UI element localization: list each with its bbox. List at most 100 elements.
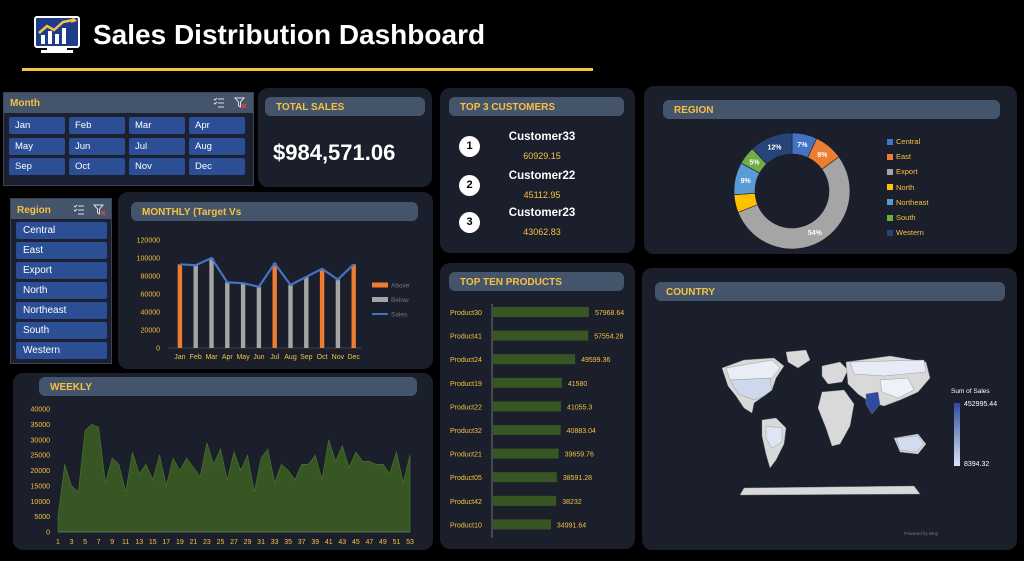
customer-rank-badge: 2	[459, 175, 480, 196]
monthly-bar-below	[193, 265, 198, 348]
region-legend-item: Export	[887, 164, 929, 179]
region-option-western[interactable]: Western	[16, 342, 107, 359]
top-products-title: TOP TEN PRODUCTS	[449, 272, 624, 291]
weekly-xtick-label: 43	[338, 539, 346, 546]
monthly-ytick-label: 120000	[137, 238, 160, 245]
total-sales-value: $984,571.06	[273, 140, 396, 165]
weekly-chart-title: WEEKLY	[39, 377, 417, 396]
customer-rank-badge: 3	[459, 212, 480, 233]
month-option-dec[interactable]: Dec	[189, 158, 245, 175]
multi-select-icon[interactable]	[213, 96, 225, 108]
weekly-ytick-label: 30000	[31, 437, 51, 444]
monthly-legend-swatch	[372, 282, 388, 288]
weekly-xtick-label: 53	[406, 539, 414, 546]
weekly-xtick-label: 23	[203, 539, 211, 546]
weekly-ytick-label: 15000	[31, 483, 51, 490]
product-bar	[493, 519, 551, 530]
product-value-label: 39659.76	[565, 452, 594, 459]
region-option-northeast[interactable]: Northeast	[16, 302, 107, 319]
product-label: Product42	[450, 499, 482, 506]
europe-region	[821, 361, 849, 385]
monthly-bar-below	[288, 285, 293, 348]
month-option-jan[interactable]: Jan	[9, 117, 65, 134]
weekly-ytick-label: 10000	[31, 499, 51, 506]
product-label: Product30	[450, 310, 482, 317]
region-legend-label: South	[896, 213, 916, 223]
month-option-sep[interactable]: Sep	[9, 158, 65, 175]
monthly-xtick-label: Aug	[284, 354, 297, 361]
monthly-ytick-label: 60000	[141, 292, 161, 299]
region-slice-label: 54%	[808, 230, 823, 237]
russia-region	[849, 359, 927, 377]
product-label: Product24	[450, 357, 482, 364]
product-value-label: 41580	[568, 381, 588, 388]
weekly-xtick-label: 31	[257, 539, 265, 546]
clear-filter-icon[interactable]	[92, 203, 106, 216]
region-legend-item: South	[887, 210, 929, 225]
monthly-legend-swatch	[372, 297, 388, 302]
region-option-central[interactable]: Central	[16, 222, 107, 239]
month-option-aug[interactable]: Aug	[189, 137, 245, 155]
month-option-mar[interactable]: Mar	[129, 117, 185, 134]
region-slice-label: 8%	[817, 152, 828, 159]
region-chart-title: REGION	[663, 100, 1000, 119]
region-card: REGION 7% 8% 54% 9% 5% 12% Central East Export N…	[644, 86, 1017, 254]
region-legend: Central East Export North Northeast South West…	[887, 134, 929, 240]
australia-region	[895, 435, 925, 453]
monthly-card: MONTHLY (Target Vs 0 20000 40000 60000 80000…	[118, 192, 433, 369]
weekly-card: WEEKLY 0 5000 10000 15000 20000 25000 30000 350…	[13, 373, 433, 550]
monthly-chart-title: MONTHLY (Target Vs	[131, 202, 418, 221]
multi-select-icon[interactable]	[73, 203, 85, 215]
customer-amount: 60929.15	[523, 151, 561, 161]
customer-rank-badge: 1	[459, 136, 480, 157]
month-option-jun[interactable]: Jun	[69, 137, 125, 155]
monthly-xtick-label: Nov	[332, 354, 345, 361]
month-option-oct[interactable]: Oct	[69, 158, 125, 175]
region-legend-swatch	[887, 168, 893, 175]
month-option-may[interactable]: May	[9, 137, 65, 155]
region-legend-swatch	[887, 229, 893, 236]
weekly-xtick-label: 45	[352, 539, 360, 546]
month-option-apr[interactable]: Apr	[189, 117, 245, 134]
weekly-xtick-label: 33	[271, 539, 279, 546]
region-option-export[interactable]: Export	[16, 262, 107, 279]
region-option-east[interactable]: East	[16, 242, 107, 259]
weekly-chart: 0 5000 10000 15000 20000 25000 30000 35000 40000…	[31, 407, 414, 547]
month-option-nov[interactable]: Nov	[129, 158, 185, 175]
region-legend-swatch	[887, 138, 893, 145]
weekly-ytick-label: 35000	[31, 422, 51, 429]
region-donut-chart: 7% 8% 54% 9% 5% 12%	[733, 132, 851, 250]
weekly-ytick-label: 25000	[31, 453, 51, 460]
monthly-xtick-label: Jun	[253, 354, 264, 361]
region-legend-item: North	[887, 180, 929, 195]
month-option-feb[interactable]: Feb	[69, 117, 125, 134]
greenland-region	[785, 349, 811, 369]
monthly-xtick-label: Feb	[190, 354, 202, 361]
product-value-label: 49599.36	[581, 357, 610, 364]
weekly-xtick-label: 3	[70, 539, 74, 546]
region-slice-label: 5%	[749, 159, 760, 166]
country-map-title: COUNTRY	[655, 282, 1005, 301]
weekly-area	[57, 424, 411, 533]
weekly-ytick-label: 0	[46, 530, 50, 537]
clear-filter-icon[interactable]	[233, 96, 247, 109]
weekly-xtick-label: 15	[149, 539, 157, 546]
region-option-north[interactable]: North	[16, 282, 107, 299]
customer-amount: 45112.95	[523, 190, 561, 200]
map-legend-gradient	[954, 403, 960, 466]
monthly-xtick-label: Sep	[300, 354, 313, 361]
monthly-ytick-label: 100000	[137, 256, 160, 263]
month-slicer-title: Month	[10, 98, 40, 109]
monthly-bar-below	[256, 286, 262, 348]
product-bar	[493, 472, 557, 483]
monthly-xtick-label: Apr	[222, 354, 234, 361]
month-slicer: Month Jan Feb Mar Apr May Jun Jul Aug Sep Oct Nov D…	[3, 92, 254, 186]
weekly-xtick-label: 41	[325, 539, 333, 546]
region-legend-label: Export	[896, 167, 918, 177]
product-label: Product21	[450, 452, 482, 459]
region-option-south[interactable]: South	[16, 322, 107, 339]
product-bar	[493, 354, 576, 365]
title-underline	[22, 68, 593, 71]
month-option-jul[interactable]: Jul	[129, 137, 185, 155]
monthly-legend-label: Above	[391, 283, 410, 290]
